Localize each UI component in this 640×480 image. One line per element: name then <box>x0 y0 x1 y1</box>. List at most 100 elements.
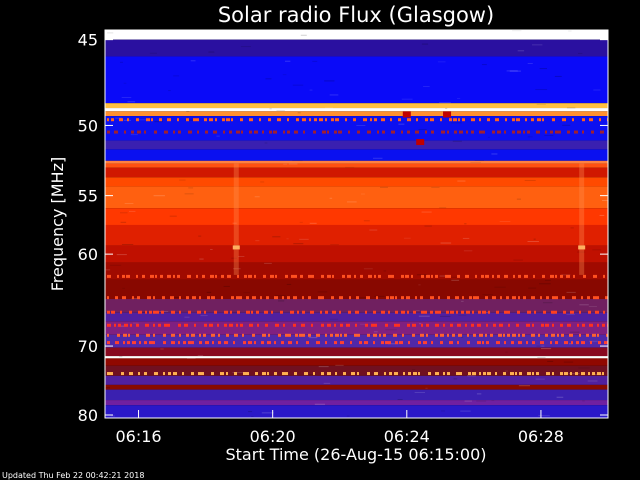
interference-dot <box>426 333 428 337</box>
noise-streak <box>117 325 126 327</box>
interference-dot <box>211 372 214 376</box>
noise-streak <box>197 355 204 357</box>
noise-streak <box>369 229 378 231</box>
noise-streak <box>170 296 182 298</box>
interference-dot <box>587 296 590 300</box>
interference-dot <box>237 310 240 314</box>
interference-dot <box>473 296 477 300</box>
interference-dot <box>411 274 413 278</box>
artifact-block <box>416 139 425 146</box>
interference-dot <box>334 341 337 345</box>
interference-dot <box>357 130 360 134</box>
interference-dot <box>129 310 132 314</box>
interference-dot <box>204 323 207 327</box>
interference-dot <box>413 310 416 314</box>
noise-streak <box>105 269 111 271</box>
noise-streak <box>439 275 449 277</box>
interference-dot <box>293 296 297 300</box>
noise-streak <box>517 50 525 52</box>
noise-streak <box>186 110 190 112</box>
interference-dot <box>420 296 423 300</box>
interference-dot <box>271 310 273 314</box>
noise-streak <box>589 340 598 342</box>
interference-dot <box>303 333 305 337</box>
interference-dot <box>197 130 199 134</box>
interference-dot <box>531 118 534 122</box>
noise-streak <box>335 364 344 366</box>
interference-dot <box>199 333 201 337</box>
noise-streak <box>452 140 462 142</box>
noise-streak <box>198 235 202 237</box>
noise-streak <box>542 302 553 304</box>
frequency-band <box>105 140 608 150</box>
interference-dot <box>262 372 266 376</box>
interference-dot <box>231 118 233 122</box>
interference-dot <box>120 310 122 314</box>
interference-dot <box>211 296 215 300</box>
interference-dot <box>213 130 217 134</box>
interference-dot <box>161 310 164 314</box>
interference-row <box>107 333 608 337</box>
noise-streak <box>591 373 602 375</box>
noise-streak <box>464 400 473 402</box>
interference-dot <box>564 341 568 345</box>
interference-dot <box>308 296 311 300</box>
interference-dot <box>111 118 114 122</box>
noise-streak <box>299 238 309 240</box>
noise-streak <box>356 124 366 126</box>
interference-dot <box>327 323 331 327</box>
interference-dot <box>264 310 268 314</box>
interference-dot <box>249 118 253 122</box>
interference-dot <box>320 310 322 314</box>
interference-dot <box>230 310 232 314</box>
interference-dot <box>117 274 119 278</box>
noise-streak <box>329 94 339 96</box>
interference-dot <box>155 274 157 278</box>
interference-dot <box>243 341 246 345</box>
interference-dot <box>425 130 427 134</box>
interference-dot <box>455 296 459 300</box>
interference-dot <box>593 274 597 278</box>
interference-dot <box>124 323 128 327</box>
interference-dot <box>519 372 522 376</box>
interference-dot <box>186 296 189 300</box>
noise-streak <box>539 68 548 70</box>
interference-dot <box>137 296 140 300</box>
interference-dot <box>367 130 371 134</box>
interference-dot <box>488 310 490 314</box>
noise-streak <box>505 351 508 353</box>
noise-streak <box>537 357 546 359</box>
noise-streak <box>223 285 230 287</box>
interference-dot <box>468 372 471 376</box>
noise-streak <box>216 135 220 137</box>
interference-dot <box>268 333 270 337</box>
noise-streak <box>587 380 598 382</box>
interference-dot <box>418 372 420 376</box>
interference-dot <box>313 372 315 376</box>
y-axis-label: Frequency [MHz] <box>48 157 67 291</box>
interference-dot <box>485 333 487 337</box>
interference-dot <box>198 372 202 376</box>
interference-dot <box>552 372 554 376</box>
interference-dot <box>421 323 423 327</box>
interference-dot <box>280 310 283 314</box>
interference-dot <box>394 323 398 327</box>
interference-dot <box>187 274 191 278</box>
interference-dot <box>483 372 486 376</box>
chart-title: Solar radio Flux (Glasgow) <box>218 3 494 27</box>
y-tick-label: 80 <box>78 406 98 425</box>
interference-dot <box>550 274 554 278</box>
interference-dot <box>149 310 152 314</box>
interference-dot <box>178 341 180 345</box>
noise-streak <box>566 291 576 293</box>
interference-dot <box>202 372 204 376</box>
noise-streak <box>308 337 318 339</box>
interference-dot <box>599 118 601 122</box>
interference-dot <box>186 118 189 122</box>
noise-streak <box>398 123 405 125</box>
interference-dot <box>345 118 347 122</box>
interference-dot <box>413 372 417 376</box>
interference-dot <box>443 372 445 376</box>
frequency-band <box>105 321 608 335</box>
interference-dot <box>570 372 572 376</box>
